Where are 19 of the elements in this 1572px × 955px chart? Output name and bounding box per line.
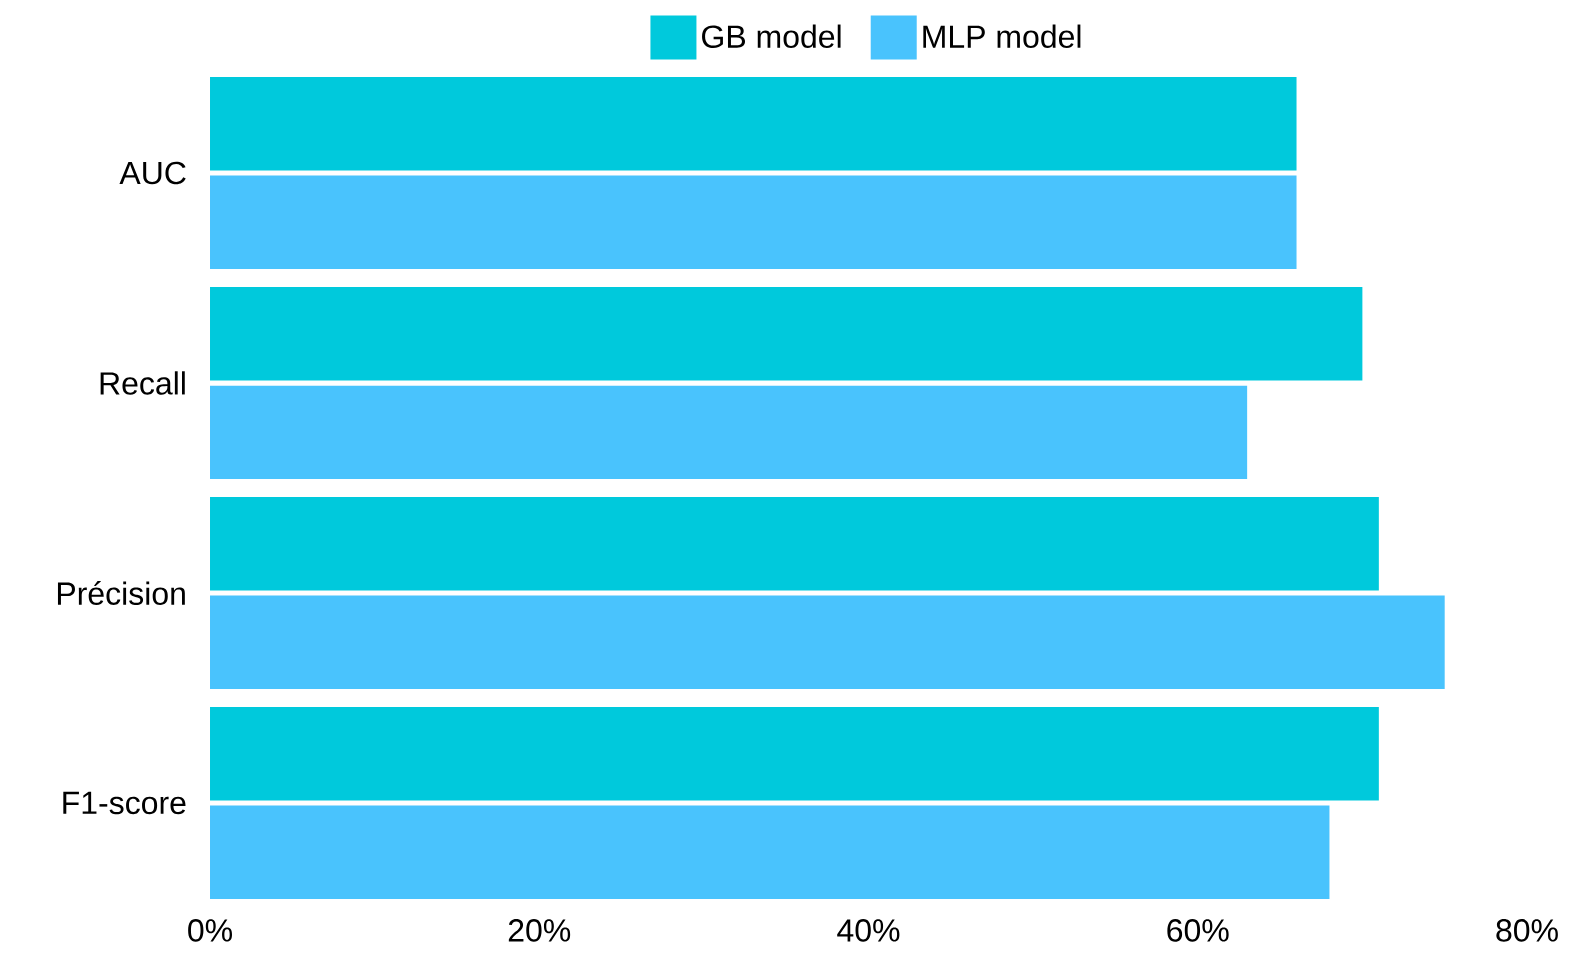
bar [210,496,1379,591]
x-tick-label: 40% [837,919,900,942]
x-tick-label: 80% [1496,919,1558,942]
x-tick-label: 20% [508,919,571,942]
x-tick-label: 60% [1167,919,1229,942]
bar [210,76,1297,171]
legend-label: GB model [702,24,841,49]
y-tick-label: F1-score [63,791,186,815]
x-tick-label: 0% [188,919,232,942]
y-tick-label: Précision [57,581,185,605]
bar [210,286,1363,381]
bar [210,805,1330,900]
y-tick-label: AUC [119,161,186,185]
legend-label: MLP model [923,24,1081,49]
y-tick-label: Recall [100,371,185,395]
bar [210,175,1297,270]
bar [210,385,1248,480]
bar [210,595,1445,690]
bar [210,706,1379,801]
